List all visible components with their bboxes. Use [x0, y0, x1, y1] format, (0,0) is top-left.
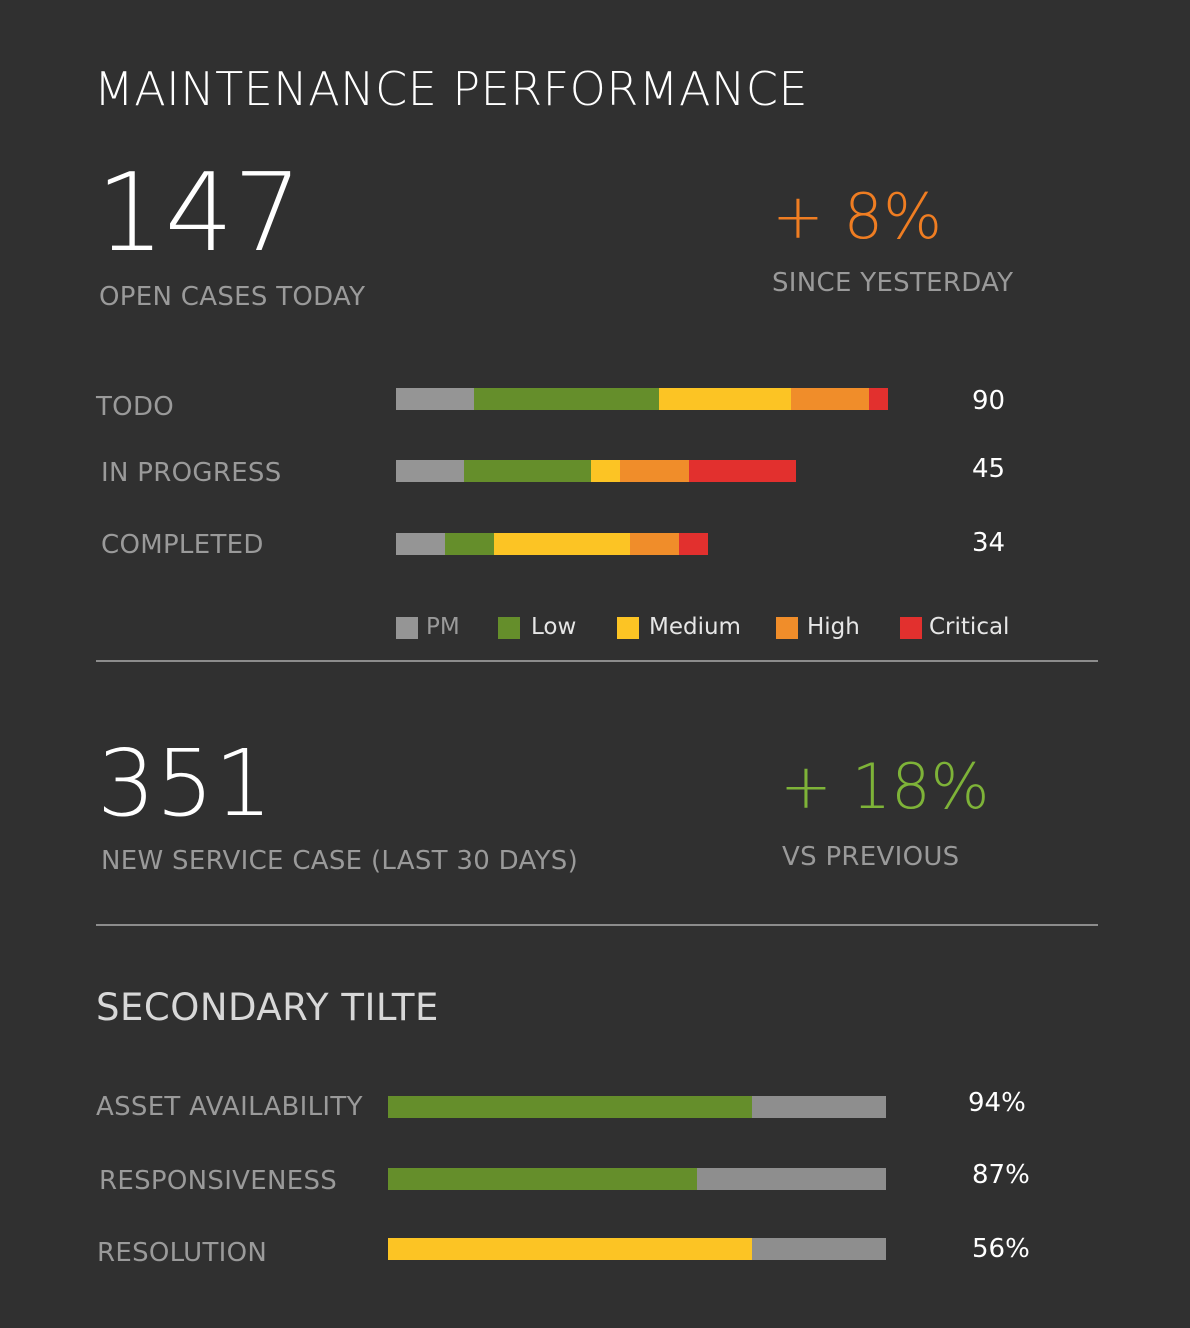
stacked-bar-todo	[396, 388, 889, 410]
legend-label-critical: Critical	[929, 614, 1010, 640]
bar-segment-medium	[493, 533, 630, 555]
legend-swatch-pm	[396, 617, 418, 639]
bar-segment-low	[444, 533, 494, 555]
bar-segment-critical	[868, 388, 889, 410]
kpi-label-responsiveness: RESPONSIVENESS	[99, 1166, 338, 1196]
page-title: MAINTENANCE PERFORMANCE	[94, 62, 809, 116]
legend-swatch-low	[498, 617, 520, 639]
bar-segment-low	[474, 388, 660, 410]
row-total-in-progress: 45	[972, 454, 1006, 484]
row-label-completed: COMPLETED	[101, 530, 264, 560]
bar-segment-high	[630, 533, 679, 555]
row-label-in-progress: IN PROGRESS	[101, 458, 282, 488]
legend-label-low: Low	[531, 614, 577, 640]
bar-segment-high	[790, 388, 869, 410]
legend-label-pm: PM	[426, 614, 460, 640]
bar-segment-critical	[688, 460, 796, 482]
bar-segment-critical	[678, 533, 708, 555]
row-total-todo: 90	[972, 386, 1006, 416]
legend-swatch-medium	[617, 617, 639, 639]
legend-swatch-high	[776, 617, 798, 639]
open-cases-value: 147	[96, 151, 303, 276]
section-divider	[96, 660, 1098, 662]
new-cases-delta-label: VS PREVIOUS	[782, 842, 960, 872]
new-cases-value: 351	[97, 730, 273, 837]
kpi-fill-responsiveness	[388, 1168, 697, 1190]
section-divider	[96, 924, 1098, 926]
open-cases-delta-label: SINCE YESTERDAY	[772, 268, 1014, 298]
bar-segment-pm	[396, 533, 445, 555]
kpi-fill-resolution	[388, 1238, 752, 1260]
kpi-value-responsiveness: 87%	[972, 1160, 1030, 1190]
row-label-todo: TODO	[96, 392, 175, 422]
bar-segment-high	[620, 460, 689, 482]
legend-label-medium: Medium	[649, 614, 741, 640]
kpi-value-asset-availability: 94%	[968, 1088, 1026, 1118]
legend-label-high: High	[807, 614, 860, 640]
kpi-label-asset-availability: ASSET AVAILABILITY	[96, 1092, 363, 1122]
bar-segment-medium	[659, 388, 791, 410]
bar-segment-pm	[396, 460, 465, 482]
kpi-bar-asset-availability	[388, 1096, 886, 1118]
row-total-completed: 34	[972, 528, 1006, 558]
new-cases-delta: + 18%	[780, 750, 990, 823]
stacked-bar-completed	[396, 533, 708, 555]
open-cases-delta: + 8%	[772, 180, 943, 253]
kpi-bar-resolution	[388, 1238, 886, 1260]
stacked-bar-in-progress	[396, 460, 796, 482]
bar-segment-medium	[591, 460, 621, 482]
open-cases-label: OPEN CASES TODAY	[99, 282, 366, 312]
kpi-value-resolution: 56%	[972, 1234, 1030, 1264]
legend-swatch-critical	[900, 617, 922, 639]
kpi-bar-responsiveness	[388, 1168, 886, 1190]
kpi-fill-asset-availability	[388, 1096, 752, 1118]
secondary-title: SECONDARY TILTE	[96, 986, 439, 1029]
kpi-label-resolution: RESOLUTION	[97, 1238, 268, 1268]
bar-segment-low	[464, 460, 591, 482]
new-cases-label: NEW SERVICE CASE (LAST 30 DAYS)	[101, 846, 579, 876]
bar-segment-pm	[396, 388, 474, 410]
